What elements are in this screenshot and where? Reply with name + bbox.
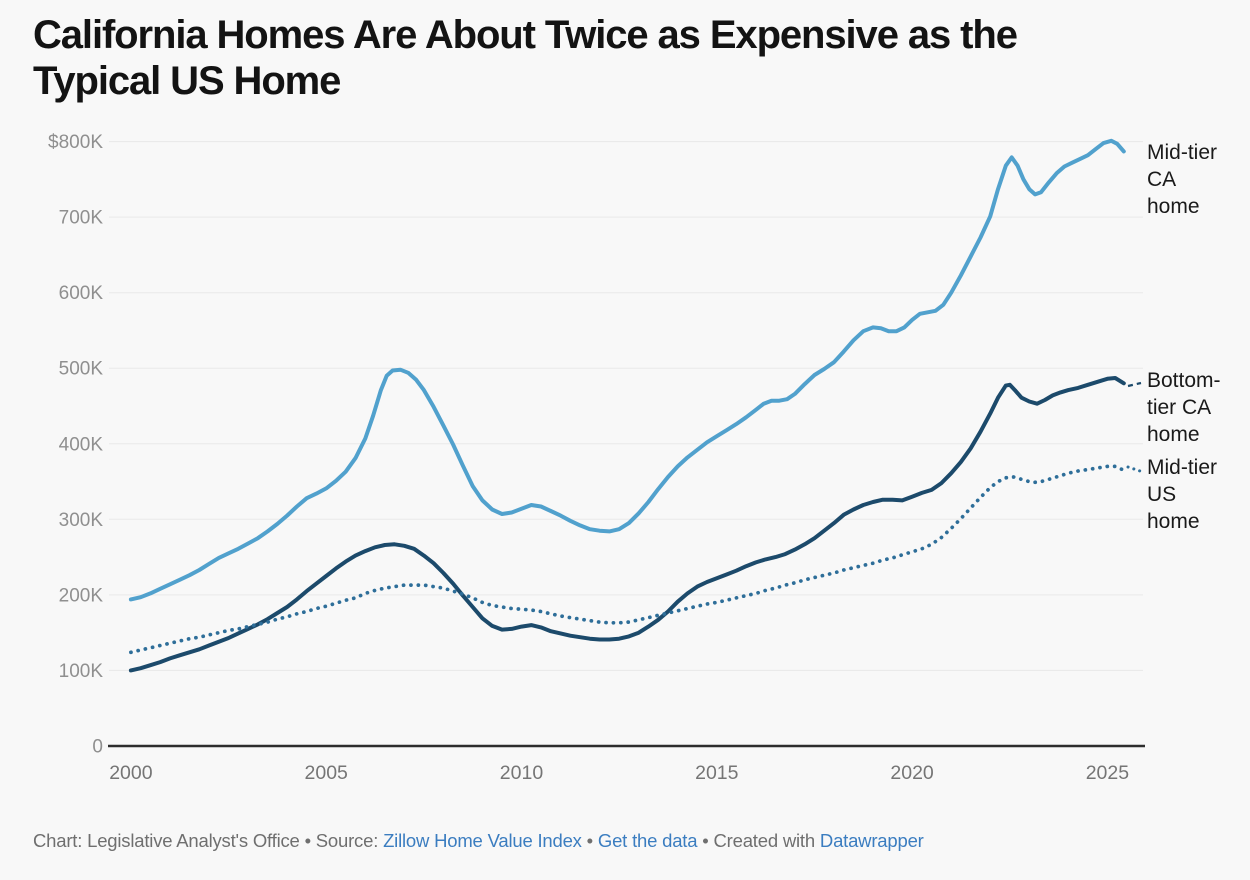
- chart-title-line1: California Homes Are About Twice as Expe…: [33, 13, 1018, 57]
- series-label-line: CA: [1147, 168, 1176, 191]
- x-tick-label-2005: 2005: [305, 762, 349, 784]
- get-the-data-link[interactable]: Get the data: [597, 830, 698, 851]
- series-label-line: Mid-tier: [1147, 456, 1217, 479]
- series-label-line: tier CA: [1147, 396, 1211, 419]
- y-tick-label-100: 100K: [59, 661, 104, 682]
- series-label-bottom-tier-ca-home: Bottom-tier CA home: [1147, 369, 1221, 446]
- y-tick-label-500: 500K: [59, 359, 104, 380]
- series-line-mid-tier-us-home: [129, 464, 1126, 655]
- y-tick-label-300: 300K: [59, 510, 104, 531]
- footer-separator: •: [581, 830, 598, 851]
- series-label-line: Bottom-: [1147, 369, 1221, 392]
- datawrapper-link[interactable]: Datawrapper: [819, 830, 924, 851]
- series-line-bottom-tier-ca-home: [128, 376, 1126, 673]
- series-label-mid-tier-ca-home: Mid-tier CA home: [1147, 141, 1217, 218]
- chart-title-line2: Typical US Home: [33, 59, 341, 103]
- y-tick-label-600: 600K: [59, 283, 104, 304]
- series-label-line: Mid-tier: [1147, 141, 1217, 164]
- x-tick-label-2010: 2010: [500, 762, 544, 784]
- series-label-line: home: [1147, 195, 1200, 218]
- created-with-text: • Created with: [697, 830, 820, 851]
- attribution-text: Chart: Legislative Analyst's Office • So…: [33, 830, 384, 851]
- y-tick-label-0: 0: [92, 737, 103, 758]
- x-tick-label-2000: 2000: [109, 762, 153, 784]
- source-link[interactable]: Zillow Home Value Index: [383, 830, 582, 851]
- x-tick-label-2015: 2015: [695, 762, 739, 784]
- y-tick-label-700: 700K: [59, 208, 104, 229]
- series-label-line: home: [1147, 423, 1200, 446]
- series-label-line: home: [1147, 510, 1200, 533]
- y-tick-label-400: 400K: [59, 434, 104, 455]
- y-tick-label-800: $800K: [48, 132, 103, 153]
- x-tick-label-2025: 2025: [1086, 762, 1130, 784]
- series-label-line: US: [1147, 483, 1176, 506]
- attribution-footer: Chart: Legislative Analyst's Office • So…: [33, 830, 1223, 852]
- series-label-mid-tier-us-home: Mid-tier US home: [1147, 456, 1217, 533]
- chart-title: California Homes Are About Twice as Expe…: [33, 12, 1223, 104]
- x-tick-label-2020: 2020: [890, 762, 934, 784]
- series-line-mid-tier-ca-home: [128, 138, 1126, 602]
- y-tick-label-200: 200K: [59, 585, 104, 606]
- connector-bottom-tier-ca: [1127, 381, 1142, 388]
- connector-mid-tier-us: [1126, 465, 1145, 474]
